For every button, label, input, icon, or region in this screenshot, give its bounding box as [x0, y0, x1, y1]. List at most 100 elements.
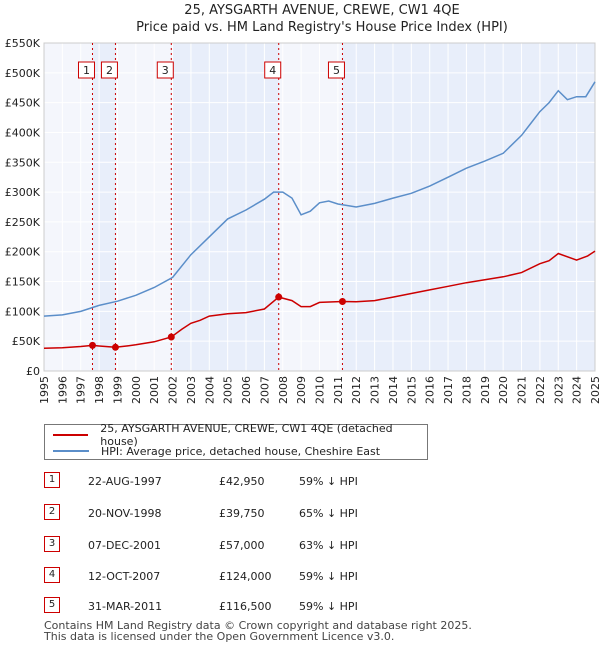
property-price-line [43, 250, 596, 350]
sale-point [167, 333, 175, 341]
sale-hpi: 63% ↓ HPI [299, 539, 358, 552]
y-tick-label: £500K [5, 67, 41, 80]
sale-marker-label: 4 [269, 64, 276, 77]
sale-price: £57,000 [219, 539, 265, 552]
sale-marker-label: 3 [162, 64, 169, 77]
y-tick-label: £200K [5, 246, 41, 259]
y-tick-label: £0 [26, 365, 40, 378]
sale-hpi: 59% ↓ HPI [299, 570, 358, 583]
sale-date: 22-AUG-1997 [88, 475, 162, 488]
sale-number-badge: 5 [44, 597, 60, 613]
legend-swatch-hpi [53, 450, 89, 452]
x-tick-label: 1995 [38, 376, 51, 404]
x-tick-label: 2010 [314, 376, 327, 404]
x-tick-label: 2012 [350, 376, 363, 404]
legend-item-property: 25, AYSGARTH AVENUE, CREWE, CW1 4QE (det… [53, 422, 427, 448]
sale-marker-box [77, 61, 95, 79]
legend-label-property: 25, AYSGARTH AVENUE, CREWE, CW1 4QE (det… [100, 422, 393, 448]
y-tick-label: £450K [5, 97, 41, 110]
y-tick-label: £300K [5, 186, 41, 199]
x-tick-label: 2011 [332, 376, 345, 404]
legend-item-hpi: HPI: Average price, detached house, Ches… [53, 443, 380, 459]
x-tick-label: 2021 [516, 376, 529, 404]
x-tick-label: 2007 [258, 376, 271, 404]
x-tick-label: 2024 [571, 376, 584, 404]
sale-row: 3 07-DEC-2001 £57,000 63% ↓ HPI [44, 536, 404, 556]
sale-row: 2 20-NOV-1998 £39,750 65% ↓ HPI [44, 504, 404, 524]
sale-marker-box [264, 61, 282, 79]
sale-marker-box [100, 61, 118, 79]
legend-label-hpi: HPI: Average price, detached house, Ches… [101, 444, 381, 458]
highlight-band [171, 43, 279, 371]
x-tick-label: 2004 [203, 376, 216, 404]
x-tick-label: 2022 [534, 376, 547, 404]
sale-marker-label: 1 [83, 64, 90, 77]
legend-swatch-property [53, 434, 89, 436]
sale-marker-box [156, 61, 174, 79]
hpi-line [43, 81, 596, 317]
sale-date: 12-OCT-2007 [88, 570, 161, 583]
y-tick-label: £100K [5, 305, 41, 318]
sale-row: 5 31-MAR-2011 £116,500 59% ↓ HPI [44, 597, 404, 617]
x-tick-label: 2000 [130, 376, 143, 404]
footer: Contains HM Land Registry data © Crown c… [44, 620, 472, 642]
y-tick-label: £400K [5, 126, 41, 139]
x-tick-label: 2006 [240, 376, 253, 404]
footer-license: This data is licensed under the Open Gov… [44, 630, 395, 643]
sale-date: 31-MAR-2011 [88, 600, 163, 613]
x-tick-label: 1996 [56, 376, 69, 404]
y-tick-label: £250K [5, 216, 41, 229]
highlight-band [92, 43, 116, 371]
x-tick-label: 2003 [185, 376, 198, 404]
sale-price: £124,000 [219, 570, 272, 583]
x-tick-label: 2014 [387, 376, 400, 404]
plot-border [43, 42, 596, 372]
sale-number-badge: 4 [44, 567, 60, 583]
x-tick-label: 2025 [589, 376, 600, 404]
sale-number-badge: 3 [44, 536, 60, 552]
sale-number-badge: 2 [44, 504, 60, 520]
sale-hpi: 65% ↓ HPI [299, 507, 358, 520]
sale-point [88, 341, 96, 349]
x-tick-label: 2017 [442, 376, 455, 404]
sale-price: £42,950 [219, 475, 265, 488]
x-tick-label: 2013 [369, 376, 382, 404]
x-tick-label: 2023 [552, 376, 565, 404]
x-tick-label: 2016 [424, 376, 437, 404]
sale-point [111, 343, 119, 351]
x-tick-label: 1997 [75, 376, 88, 404]
sale-hpi: 59% ↓ HPI [299, 475, 358, 488]
sale-number-badge: 1 [44, 472, 60, 488]
sale-marker-label: 5 [333, 64, 340, 77]
y-tick-label: £50K [12, 335, 41, 348]
legend: 25, AYSGARTH AVENUE, CREWE, CW1 4QE (det… [44, 422, 428, 460]
sale-point [275, 293, 283, 301]
chart-subtitle: Price paid vs. HM Land Registry's House … [136, 20, 508, 35]
x-tick-label: 1998 [93, 376, 106, 404]
x-tick-label: 2002 [167, 376, 180, 404]
x-tick-label: 2005 [222, 376, 235, 404]
sale-row: 1 22-AUG-1997 £42,950 59% ↓ HPI [44, 472, 404, 492]
sale-row: 4 12-OCT-2007 £124,000 59% ↓ HPI [44, 567, 404, 587]
sale-marker-label: 2 [106, 64, 113, 77]
footer-copyright: Contains HM Land Registry data © Crown c… [44, 619, 472, 632]
y-tick-label: £550K [5, 37, 41, 50]
sale-hpi: 59% ↓ HPI [299, 600, 358, 613]
sale-marker-box [327, 61, 345, 79]
x-tick-label: 2008 [277, 376, 290, 404]
x-tick-label: 2009 [295, 376, 308, 404]
sale-price: £116,500 [219, 600, 272, 613]
x-tick-label: 2018 [460, 376, 473, 404]
x-tick-label: 1999 [111, 376, 124, 404]
x-tick-label: 2001 [148, 376, 161, 404]
x-tick-label: 2015 [405, 376, 418, 404]
sale-price: £39,750 [219, 507, 265, 520]
chart-title: 25, AYSGARTH AVENUE, CREWE, CW1 4QE [184, 3, 459, 18]
price-chart: 25, AYSGARTH AVENUE, CREWE, CW1 4QE Pric… [5, 3, 600, 404]
x-tick-label: 2020 [497, 376, 510, 404]
y-tick-label: £150K [5, 276, 41, 289]
x-tick-label: 2019 [479, 376, 492, 404]
sale-point [338, 298, 346, 306]
y-tick-label: £350K [5, 156, 41, 169]
sale-date: 20-NOV-1998 [88, 507, 162, 520]
